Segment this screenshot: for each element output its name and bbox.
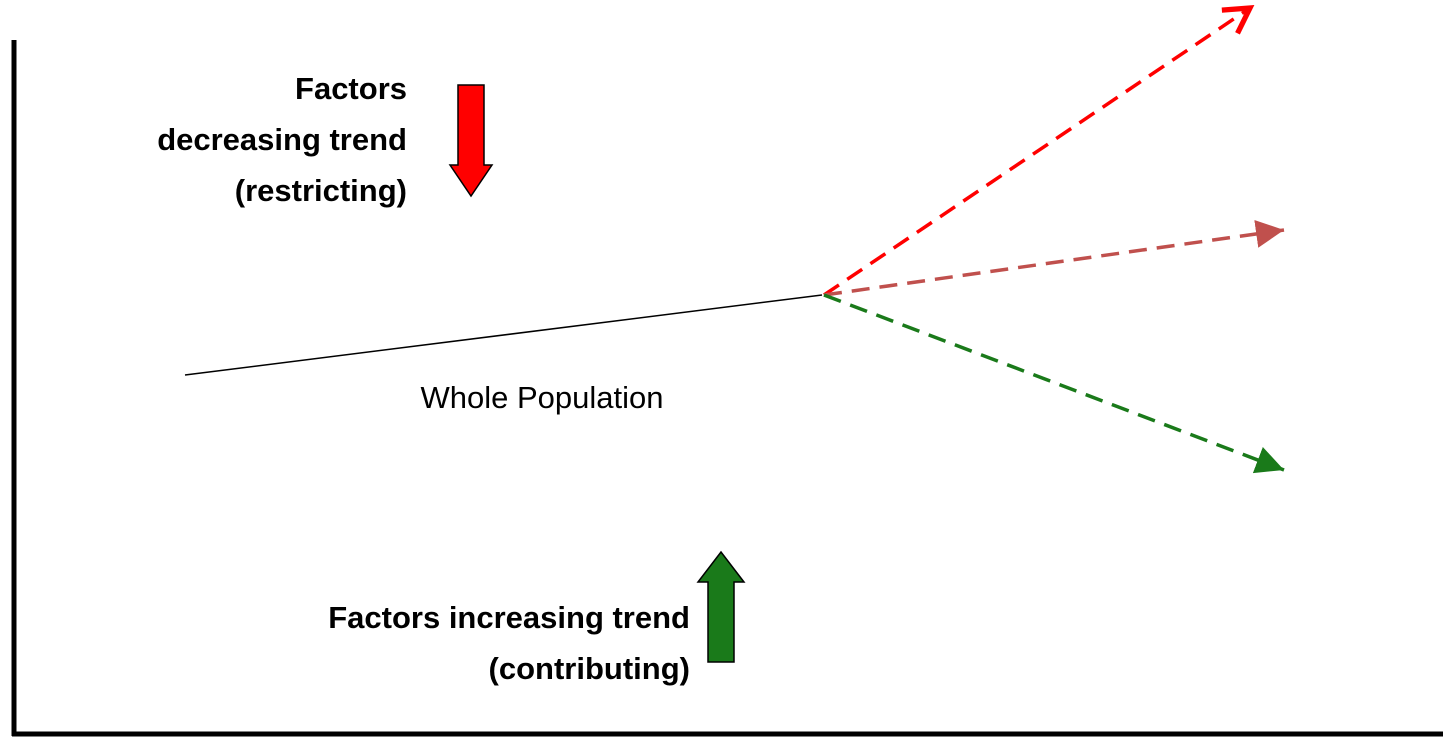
dashed-red-arrow — [823, 5, 1255, 297]
down-arrow — [448, 84, 494, 198]
trend-line — [184, 294, 823, 376]
label: Factors increasing trend — [328, 600, 690, 635]
label: (contributing) — [489, 651, 690, 686]
label: (restricting) — [235, 173, 407, 208]
label: Whole Population — [421, 380, 664, 415]
label: decreasing trend — [157, 122, 407, 157]
label: Factors — [295, 71, 407, 106]
dashed-green-arrow — [823, 293, 1285, 474]
up-arrow — [696, 550, 746, 663]
dashed-brown-arrow — [823, 220, 1285, 297]
